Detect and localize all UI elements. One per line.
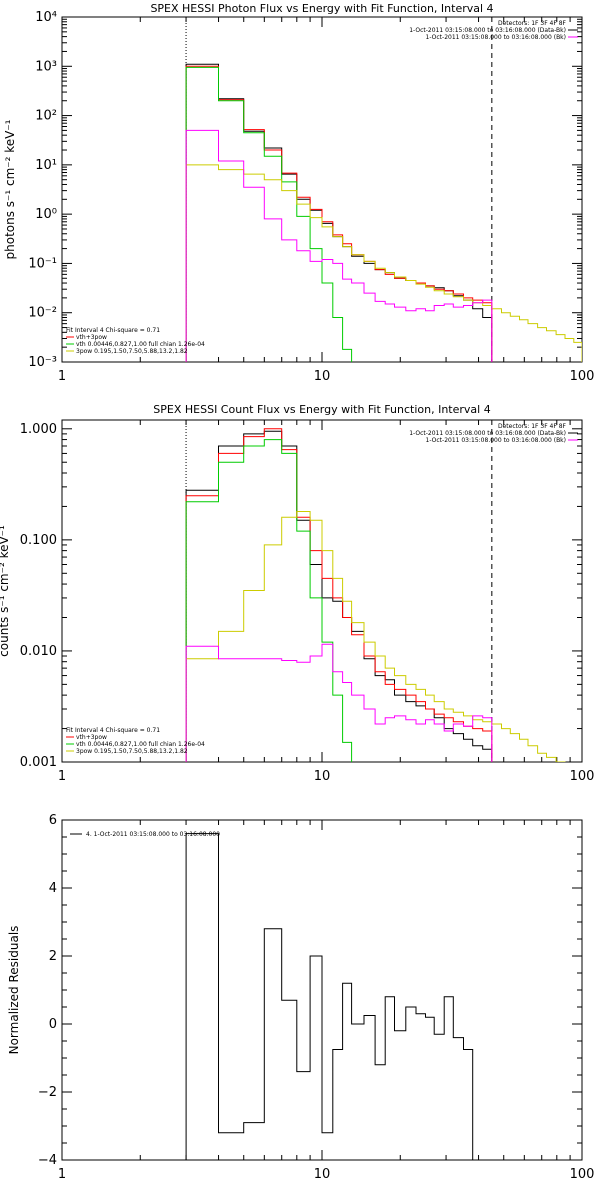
y-tick-label: 10⁴ (35, 10, 57, 25)
series-line-vth-3pow (185, 428, 493, 762)
series-line-vth (185, 439, 353, 762)
x-tick-label: 100 (570, 769, 595, 784)
legend-entry: 1-Oct-2011 03:15:08.000 to 03:16:08.000 … (426, 437, 567, 444)
x-tick-label: 10 (314, 369, 331, 384)
x-tick-label: 100 (570, 1167, 595, 1182)
y-tick-label: 10² (35, 109, 57, 124)
legend-entry: 1-Oct-2011 03:15:08.000 to 03:16:08.000 … (409, 430, 566, 437)
series-line-data-bk (185, 63, 493, 362)
series-line-bk (185, 129, 493, 362)
y-tick-label: 10⁻³ (28, 355, 57, 370)
legend-entry: 3pow 0.195,1.50,7.50,5.88,13.2,1.82 (76, 348, 188, 355)
legend-entry: 1-Oct-2011 03:15:08.000 to 03:16:08.000 … (426, 34, 567, 41)
y-tick-label: 6 (49, 813, 57, 828)
plot-area (185, 833, 474, 1160)
y-tick-label: 10³ (35, 59, 57, 74)
y-tick-label: 10⁻² (28, 306, 57, 321)
legend-entry: vth 0.00446,0.827,1.00 full chian 1.26e-… (76, 341, 205, 348)
chart-panel-2: SPEX HESSI Count Flux vs Energy with Fit… (0, 403, 595, 784)
chart-title: SPEX HESSI Photon Flux vs Energy with Fi… (150, 2, 493, 15)
legend-entry: 3pow 0.195,1.50,7.50,5.88,13.2,1.82 (76, 748, 188, 755)
x-tick-label: 1 (58, 369, 66, 384)
legend-entry: vth+3pow (76, 334, 107, 341)
plot-frame (61, 16, 583, 363)
x-tick-label: 10 (314, 769, 331, 784)
series-line-3pow (185, 164, 582, 362)
plot-area (185, 63, 582, 362)
x-tick-label: 1 (58, 769, 66, 784)
y-axis-label: counts s⁻¹ cm⁻² keV⁻¹ (0, 525, 11, 657)
legend-entry: Fit Interval 4 Chi-square = 0.71 (66, 727, 160, 734)
y-axis-label: Normalized Residuals (7, 926, 21, 1055)
legend-entry: 4. 1-Oct-2011 03:15:08.000 to 03:16:08.0… (86, 831, 220, 838)
legend-entry: Detectors: 1F 3F 4F 8F (498, 423, 567, 430)
y-tick-label: 1.000 (20, 422, 57, 437)
legend-entry: vth+3pow (76, 734, 107, 741)
y-tick-label: 2 (49, 949, 57, 964)
y-tick-label: 0.100 (20, 533, 57, 548)
y-tick-label: 0 (49, 1017, 57, 1032)
y-tick-label: 10⁰ (35, 207, 57, 222)
series-line-residuals (185, 833, 474, 1160)
legend-entry: 1-Oct-2011 03:15:08.000 to 03:16:08.000 … (409, 27, 566, 34)
y-tick-label: 10¹ (35, 158, 57, 173)
y-tick-label: 0.001 (20, 755, 57, 770)
series-line-bk (185, 643, 493, 762)
legend-entry: Detectors: 1F 3F 4F 8F (498, 20, 567, 27)
series-line-3pow (185, 511, 566, 762)
chart-panel-1: SPEX HESSI Photon Flux vs Energy with Fi… (3, 2, 594, 384)
x-tick-label: 100 (570, 369, 595, 384)
x-tick-label: 1 (58, 1167, 66, 1182)
chart-title: SPEX HESSI Count Flux vs Energy with Fit… (153, 403, 490, 416)
y-axis-label: photons s⁻¹ cm⁻² keV⁻¹ (3, 119, 17, 259)
series-line-vth-3pow (185, 65, 493, 362)
plot-area (185, 428, 566, 762)
chart-panel-3: 1 10 100 −4 −2 0 2 4 6 Normalized Residuals 4. 1-O… (7, 813, 594, 1182)
y-tick-label: 0.010 (20, 644, 57, 659)
y-tick-label: 4 (49, 881, 57, 896)
y-tick-label: −4 (38, 1153, 57, 1168)
series-line-data-bk (185, 430, 493, 762)
x-tick-label: 10 (314, 1167, 331, 1182)
legend-entry: Fit Interval 4 Chi-square = 0.71 (66, 327, 160, 334)
legend-entry: vth 0.00446,0.827,1.00 full chian 1.26e-… (76, 741, 205, 748)
y-tick-label: 10⁻¹ (28, 256, 57, 271)
y-tick-label: −2 (38, 1085, 57, 1100)
